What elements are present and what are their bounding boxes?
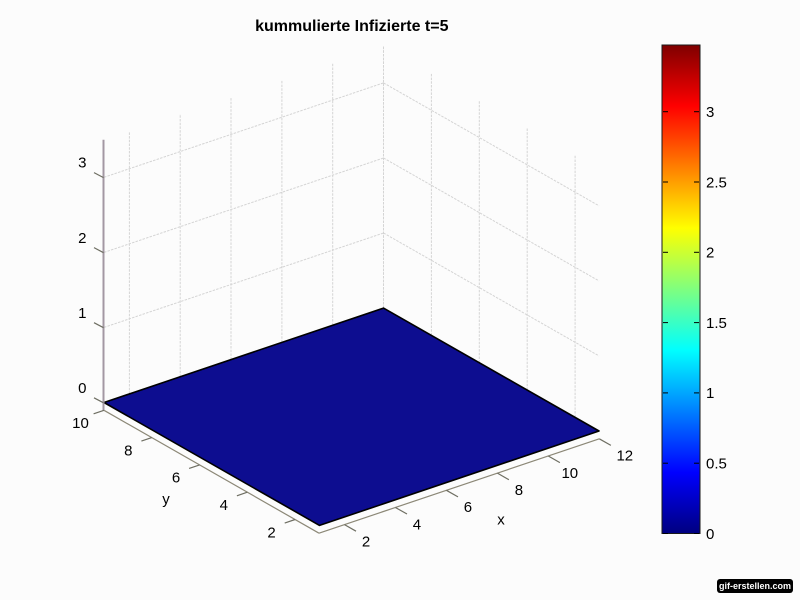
svg-text:0: 0 [706,526,714,543]
svg-text:4: 4 [413,516,421,533]
svg-text:12: 12 [616,448,633,465]
svg-text:1: 1 [706,385,714,402]
svg-text:4: 4 [220,497,228,514]
svg-text:8: 8 [515,482,523,499]
svg-text:y: y [162,491,170,508]
svg-text:6: 6 [172,470,180,487]
svg-text:10: 10 [561,465,578,482]
svg-text:1.5: 1.5 [706,315,727,332]
svg-text:2.5: 2.5 [706,174,727,191]
svg-text:10: 10 [72,415,89,432]
svg-text:2: 2 [267,524,275,541]
svg-text:2: 2 [78,230,86,247]
svg-text:2: 2 [362,533,370,550]
svg-text:x: x [497,511,505,528]
svg-text:3: 3 [706,104,714,121]
svg-text:0: 0 [78,380,86,397]
svg-text:2: 2 [706,245,714,262]
svg-text:1: 1 [78,305,86,322]
svg-text:3: 3 [78,155,86,172]
svg-text:6: 6 [464,499,472,516]
svg-text:8: 8 [124,442,132,459]
svg-text:0.5: 0.5 [706,456,727,473]
svg-text:kummulierte Infizierte t=5: kummulierte Infizierte t=5 [255,18,448,35]
